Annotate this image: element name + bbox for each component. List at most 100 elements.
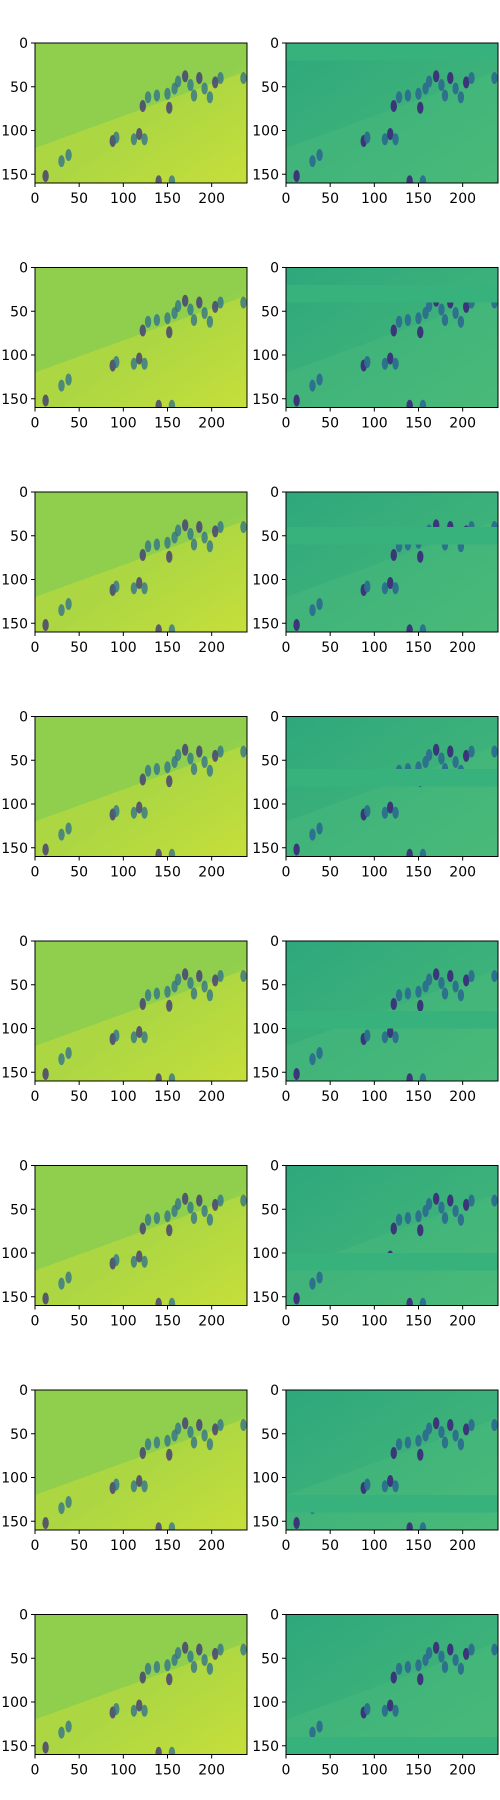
panel-image xyxy=(286,43,498,183)
person-blob xyxy=(168,1522,176,1530)
panel-r8-c2: 0 50 100 150 200 0 50 100 150 xyxy=(252,1608,499,1779)
x-tick-label: 150 xyxy=(405,640,432,656)
person-blob xyxy=(415,87,422,100)
person-blob xyxy=(141,1031,148,1044)
person-blob xyxy=(452,1205,459,1217)
person-blob xyxy=(164,1434,171,1447)
person-blob xyxy=(217,1419,224,1431)
panel-r1-c2: 0 50 100 150 200 0 50 100 150 xyxy=(252,36,499,207)
x-tick-label: 200 xyxy=(449,1089,476,1105)
person-blob xyxy=(65,1720,72,1733)
y-tick-label: 0 xyxy=(19,1383,28,1399)
person-blob xyxy=(447,745,454,758)
x-tick-label: 200 xyxy=(449,865,476,881)
person-blob xyxy=(144,540,152,553)
x-tick-label: 100 xyxy=(361,640,388,656)
person-blob xyxy=(432,1417,440,1430)
x-tick-label: 150 xyxy=(154,1763,181,1779)
x-tick-label: 100 xyxy=(361,1314,388,1330)
panel-image xyxy=(35,1390,247,1530)
x-tick-label: 100 xyxy=(361,1538,388,1554)
panel-image xyxy=(35,43,247,183)
panel-image xyxy=(35,1614,247,1755)
person-blob xyxy=(381,133,389,146)
person-blob xyxy=(404,1436,412,1449)
x-tick-label: 150 xyxy=(405,191,432,207)
panel-r3-c2: 0 50 100 150 200 0 50 100 150 xyxy=(252,485,499,656)
person-blob xyxy=(136,801,143,814)
y-tick-label: 50 xyxy=(261,1202,279,1218)
person-blob xyxy=(390,549,397,561)
person-blob xyxy=(139,549,146,561)
x-tick-label: 200 xyxy=(449,416,476,432)
x-tick-label: 50 xyxy=(321,1089,339,1105)
person-blob xyxy=(381,1031,389,1044)
person-blob xyxy=(309,828,316,841)
person-blob xyxy=(141,1255,148,1268)
person-blob xyxy=(136,577,143,589)
x-tick-label: 0 xyxy=(282,865,291,881)
person-blob xyxy=(58,1277,65,1290)
person-blob xyxy=(153,763,161,775)
x-tick-label: 100 xyxy=(110,1763,137,1779)
person-blob xyxy=(457,1438,465,1451)
person-blob xyxy=(187,79,194,91)
person-blob xyxy=(190,538,198,551)
person-blob xyxy=(136,1026,143,1038)
person-blob xyxy=(390,324,397,337)
person-blob xyxy=(452,307,459,319)
x-tick-label: 200 xyxy=(449,1314,476,1330)
y-tick-label: 50 xyxy=(261,1651,279,1667)
person-blob xyxy=(155,1073,162,1081)
y-tick-label: 100 xyxy=(252,573,279,589)
y-tick-label: 50 xyxy=(10,978,28,994)
masked-band xyxy=(286,769,498,787)
person-blob xyxy=(316,1047,323,1059)
person-blob xyxy=(309,1277,316,1290)
x-tick-label: 50 xyxy=(321,1314,339,1330)
y-tick-label: 0 xyxy=(270,485,279,501)
person-blob xyxy=(419,848,427,857)
x-tick-label: 100 xyxy=(361,191,388,207)
person-blob xyxy=(166,1224,173,1237)
y-tick-label: 150 xyxy=(252,1065,279,1081)
person-blob xyxy=(174,1422,182,1435)
y-tick-label: 0 xyxy=(19,1159,28,1175)
x-tick-label: 150 xyxy=(405,1089,432,1105)
y-tick-label: 150 xyxy=(252,1290,279,1306)
person-blob xyxy=(390,1447,397,1459)
person-blob xyxy=(491,1419,498,1431)
y-tick-label: 0 xyxy=(270,261,279,277)
person-blob xyxy=(166,1448,173,1461)
person-blob xyxy=(463,76,470,89)
person-blob xyxy=(187,752,194,765)
person-blob xyxy=(206,1662,214,1675)
y-tick-label: 100 xyxy=(1,1471,28,1487)
panel-r6-c1: 0 50 100 150 200 0 50 100 150 xyxy=(1,1159,248,1330)
axes-frame xyxy=(34,42,248,184)
masked-band xyxy=(286,1253,498,1271)
x-tick-label: 50 xyxy=(321,416,339,432)
person-blob xyxy=(136,1475,143,1487)
person-blob xyxy=(425,1422,433,1435)
person-blob xyxy=(58,155,65,168)
person-blob xyxy=(144,1438,152,1451)
y-tick-label: 50 xyxy=(10,80,28,96)
person-blob xyxy=(212,76,219,89)
person-blob xyxy=(141,1704,148,1717)
person-blob xyxy=(58,379,65,392)
person-blob xyxy=(217,72,224,84)
person-blob xyxy=(463,1198,470,1211)
x-tick-label: 200 xyxy=(198,1538,225,1554)
person-blob xyxy=(217,1643,224,1656)
x-tick-label: 50 xyxy=(70,640,88,656)
person-blob xyxy=(136,352,143,365)
person-blob xyxy=(415,1434,422,1447)
person-blob xyxy=(468,1194,475,1207)
person-blob xyxy=(139,773,146,786)
x-tick-label: 50 xyxy=(70,191,88,207)
panel-image xyxy=(286,492,498,632)
y-tick-label: 150 xyxy=(1,1290,28,1306)
y-tick-label: 150 xyxy=(1,1739,28,1755)
x-tick-label: 50 xyxy=(321,640,339,656)
